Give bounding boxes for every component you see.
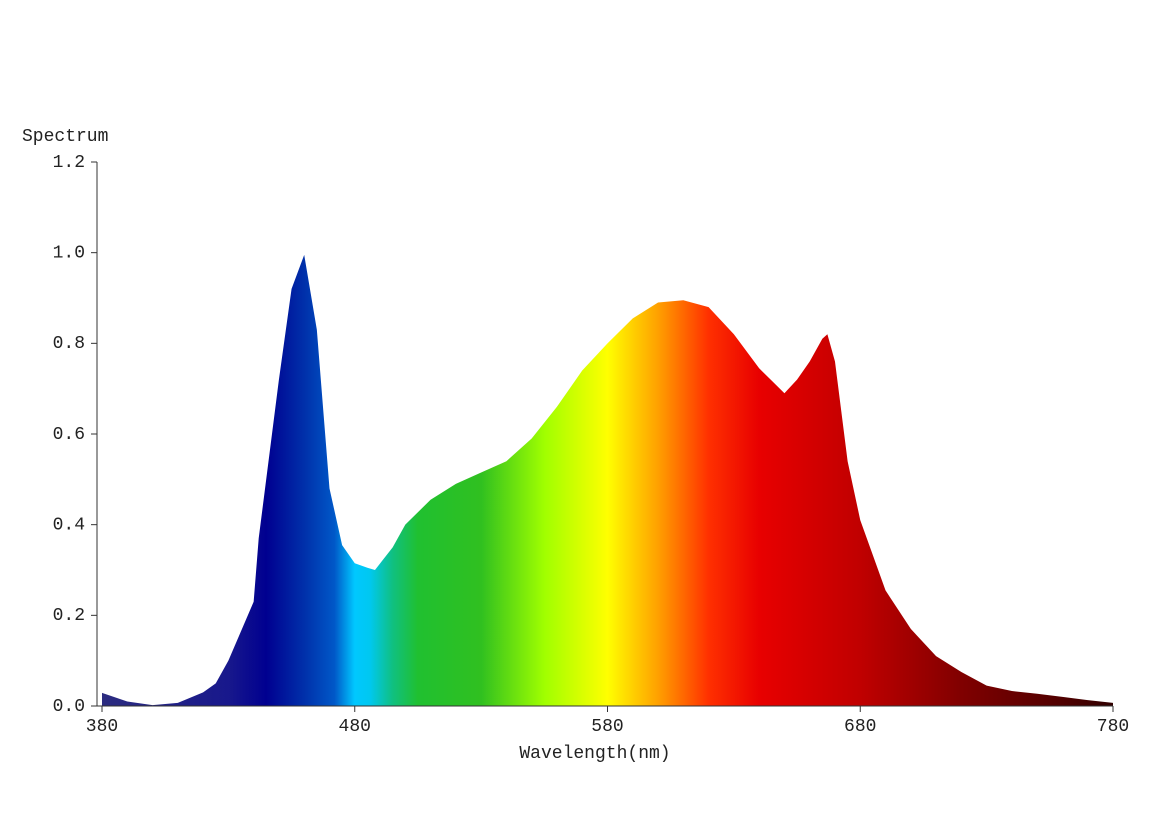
y-tick-label: 1.0 [53, 243, 85, 263]
x-axis-label: Wavelength(nm) [519, 744, 670, 764]
y-tick-label: 0.2 [53, 606, 85, 626]
y-tick-label: 1.2 [53, 153, 85, 173]
y-axis-label: Spectrum [22, 127, 108, 147]
x-tick-label: 680 [844, 717, 876, 737]
x-tick-label: 480 [339, 717, 371, 737]
x-tick-label: 580 [591, 717, 623, 737]
x-tick-label: 780 [1097, 717, 1129, 737]
y-tick-label: 0.6 [53, 425, 85, 445]
spectrum-area [102, 254, 1113, 706]
x-tick-label: 380 [86, 717, 118, 737]
y-tick-label: 0.0 [53, 697, 85, 717]
y-tick-label: 0.8 [53, 334, 85, 354]
y-tick-label: 0.4 [53, 515, 85, 535]
